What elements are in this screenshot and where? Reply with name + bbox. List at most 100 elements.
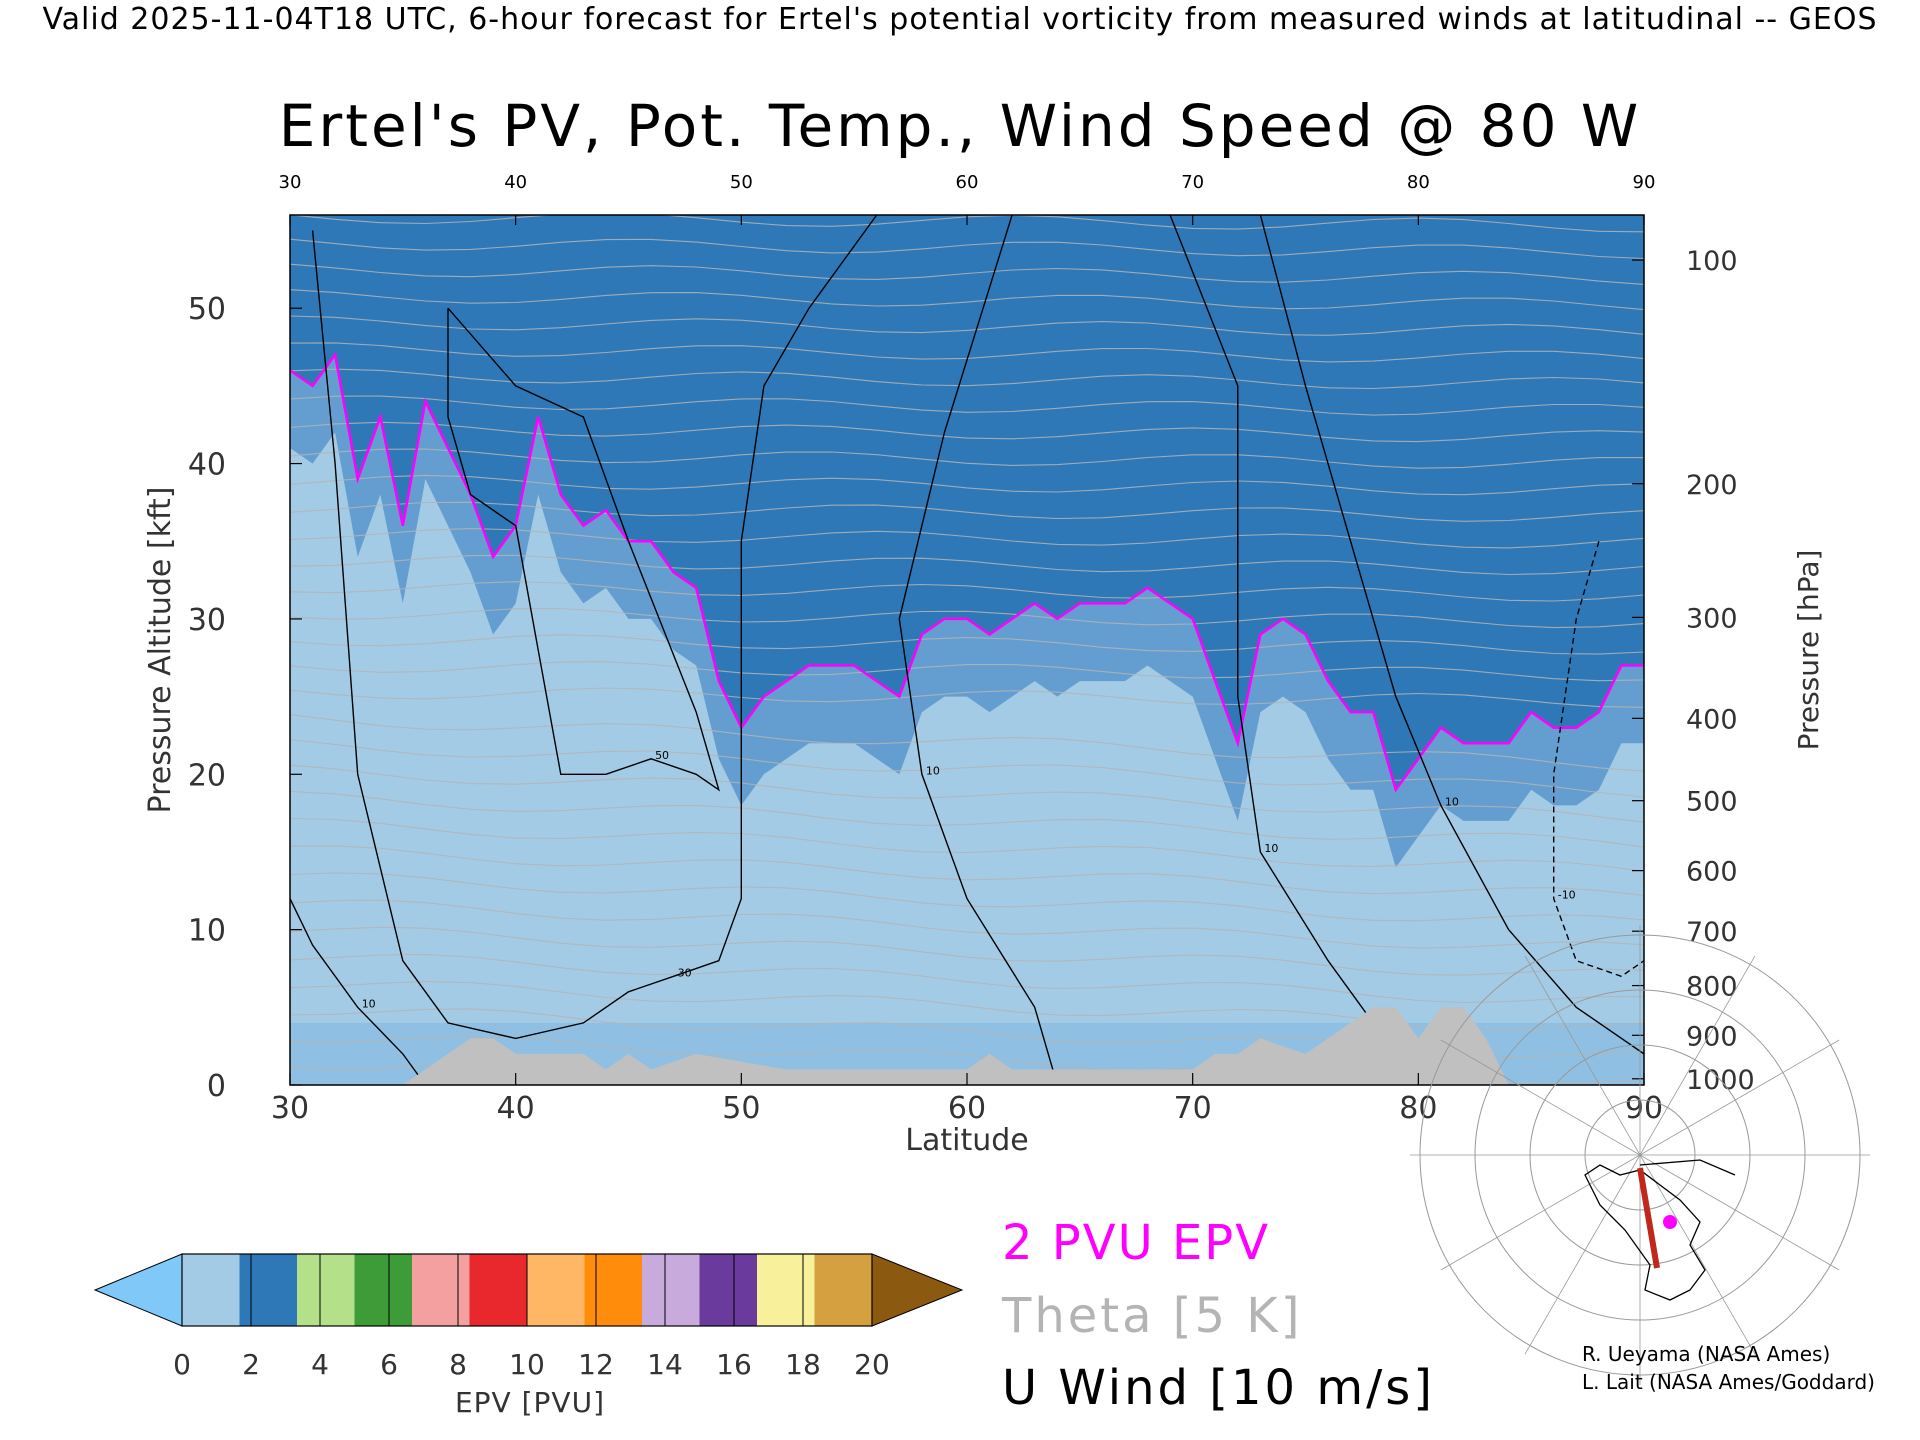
x-tick-label: 80 [1399,1091,1437,1126]
u-wind-contour [311,215,878,1040]
theta-line [290,368,1644,390]
theta-line [290,738,1644,798]
colorbar-segment [757,1254,815,1326]
theta-line [290,764,1644,823]
header-valid-time: Valid 2025-11-04T18 UTC, 6-hour forecast… [42,2,1878,37]
colorbar-tick-label: 8 [449,1348,467,1381]
colorbar-tick-label: 0 [173,1348,191,1381]
u-wind-contour-label: 10 [1445,795,1459,808]
map-greenland [1639,1159,1736,1176]
topography [290,1007,1644,1085]
colorbar-segment [814,1254,873,1326]
theta-line [290,954,1644,1004]
top-x-tick-label: 30 [279,172,302,193]
top-x-tick-label: 80 [1407,172,1430,193]
map-meridian [1639,1154,1840,1271]
colorbar-segment [699,1254,758,1326]
u-wind-contour-label: 50 [655,749,669,762]
theta-line [290,687,1644,708]
theta-line [290,845,1644,896]
top-x-tick-label: 90 [1633,172,1656,193]
colorbar-tick-label: 16 [716,1348,752,1381]
colorbar-segment [297,1254,355,1326]
x-tick-label: 40 [497,1091,535,1126]
theta-line [290,501,1644,522]
theta-line [290,421,1644,443]
map-meridian [1639,1154,1756,1355]
top-x-tick-label: 60 [956,172,979,193]
map-meridian [1639,1039,1840,1156]
inset-map [1410,925,1870,1385]
credit-ueyama: R. Ueyama (NASA Ames) [1582,1342,1831,1366]
theta-line [290,872,1644,922]
x-tick-label: 60 [948,1091,986,1126]
u-wind-contour [1259,215,1644,1055]
colorbar-frame [181,1253,873,1327]
u-wind-contour-label: 10 [362,997,376,1010]
colorbar-segment [469,1254,528,1326]
pressure-tick-label: 600 [1686,857,1738,888]
colorbar-segment [584,1254,643,1326]
theta-line [290,817,1644,872]
colorbar: 0 2 4 6 8 10 12 14 16 18 20 [93,1253,964,1381]
map-location-marker [1663,1215,1677,1229]
colorbar-tick-label: 18 [785,1348,821,1381]
theta-line [290,315,1644,336]
pressure-tick-label: 400 [1686,704,1738,735]
colorbar-tick-label: 10 [509,1348,545,1381]
pressure-tick-label: 500 [1686,787,1738,818]
colorbar-segment [182,1254,240,1326]
theta-line [290,661,1644,682]
x-axis-title: Latitude [905,1123,1028,1158]
u-wind-contour-label: 30 [678,966,692,979]
colorbar-segment [412,1254,470,1326]
y-tick-label: 30 [188,603,226,638]
u-wind-contour [1553,541,1644,978]
theta-line [290,581,1644,602]
colorbar-segment [239,1254,298,1326]
map-coastline [1584,1164,1706,1301]
chart-title: Ertel's PV, Pot. Temp., Wind Speed @ 80 … [278,92,1642,160]
colorbar-segment [527,1254,585,1326]
map-meridian [1440,1039,1641,1156]
top-x-tick-label: 50 [730,172,753,193]
map-meridian [1440,1154,1641,1271]
theta-line [290,528,1644,549]
colorbar-tick-label: 12 [578,1348,614,1381]
top-x-tick-label: 70 [1181,172,1204,193]
y-tick-label: 50 [188,292,226,327]
theta-line [290,790,1644,848]
map-meridian [1524,955,1641,1156]
colorbar-tick-label: 4 [311,1348,329,1381]
theta-line [290,448,1644,469]
map-section-track [1637,1167,1660,1269]
y-tick-label: 0 [207,1069,226,1104]
plot-area: 10 30 50 10 10 10 -10 [290,215,1644,1085]
u-wind-contour [898,215,1058,1085]
theta-line [290,238,1644,260]
colorbar-segment [354,1254,413,1326]
top-x-tick-label: 40 [504,172,527,193]
theta-line [290,981,1644,1031]
theta-line [290,263,1644,285]
pressure-tick-label: 700 [1686,917,1738,948]
u-wind-contour-label: 10 [926,764,940,777]
theta-line [290,395,1644,416]
theta-line [290,634,1644,655]
colorbar-under-triangle [93,1253,183,1327]
legend-u-wind: U Wind [10 m/s] [1002,1360,1436,1416]
map-meridian [1524,1154,1641,1355]
pressure-tick-label: 300 [1686,603,1738,634]
y-axis-title: Pressure Altitude [kft] [143,487,178,814]
colorbar-tick-label: 6 [380,1348,398,1381]
theta-line [290,474,1644,496]
u-wind-contour [447,307,721,792]
x-tick-label: 30 [271,1091,309,1126]
theta-line [290,607,1644,629]
theta-line [290,289,1644,311]
theta-line [290,554,1644,576]
pv-band-2 [290,215,1644,790]
y-tick-label: 20 [188,758,226,793]
y-tick-label: 40 [188,448,226,483]
